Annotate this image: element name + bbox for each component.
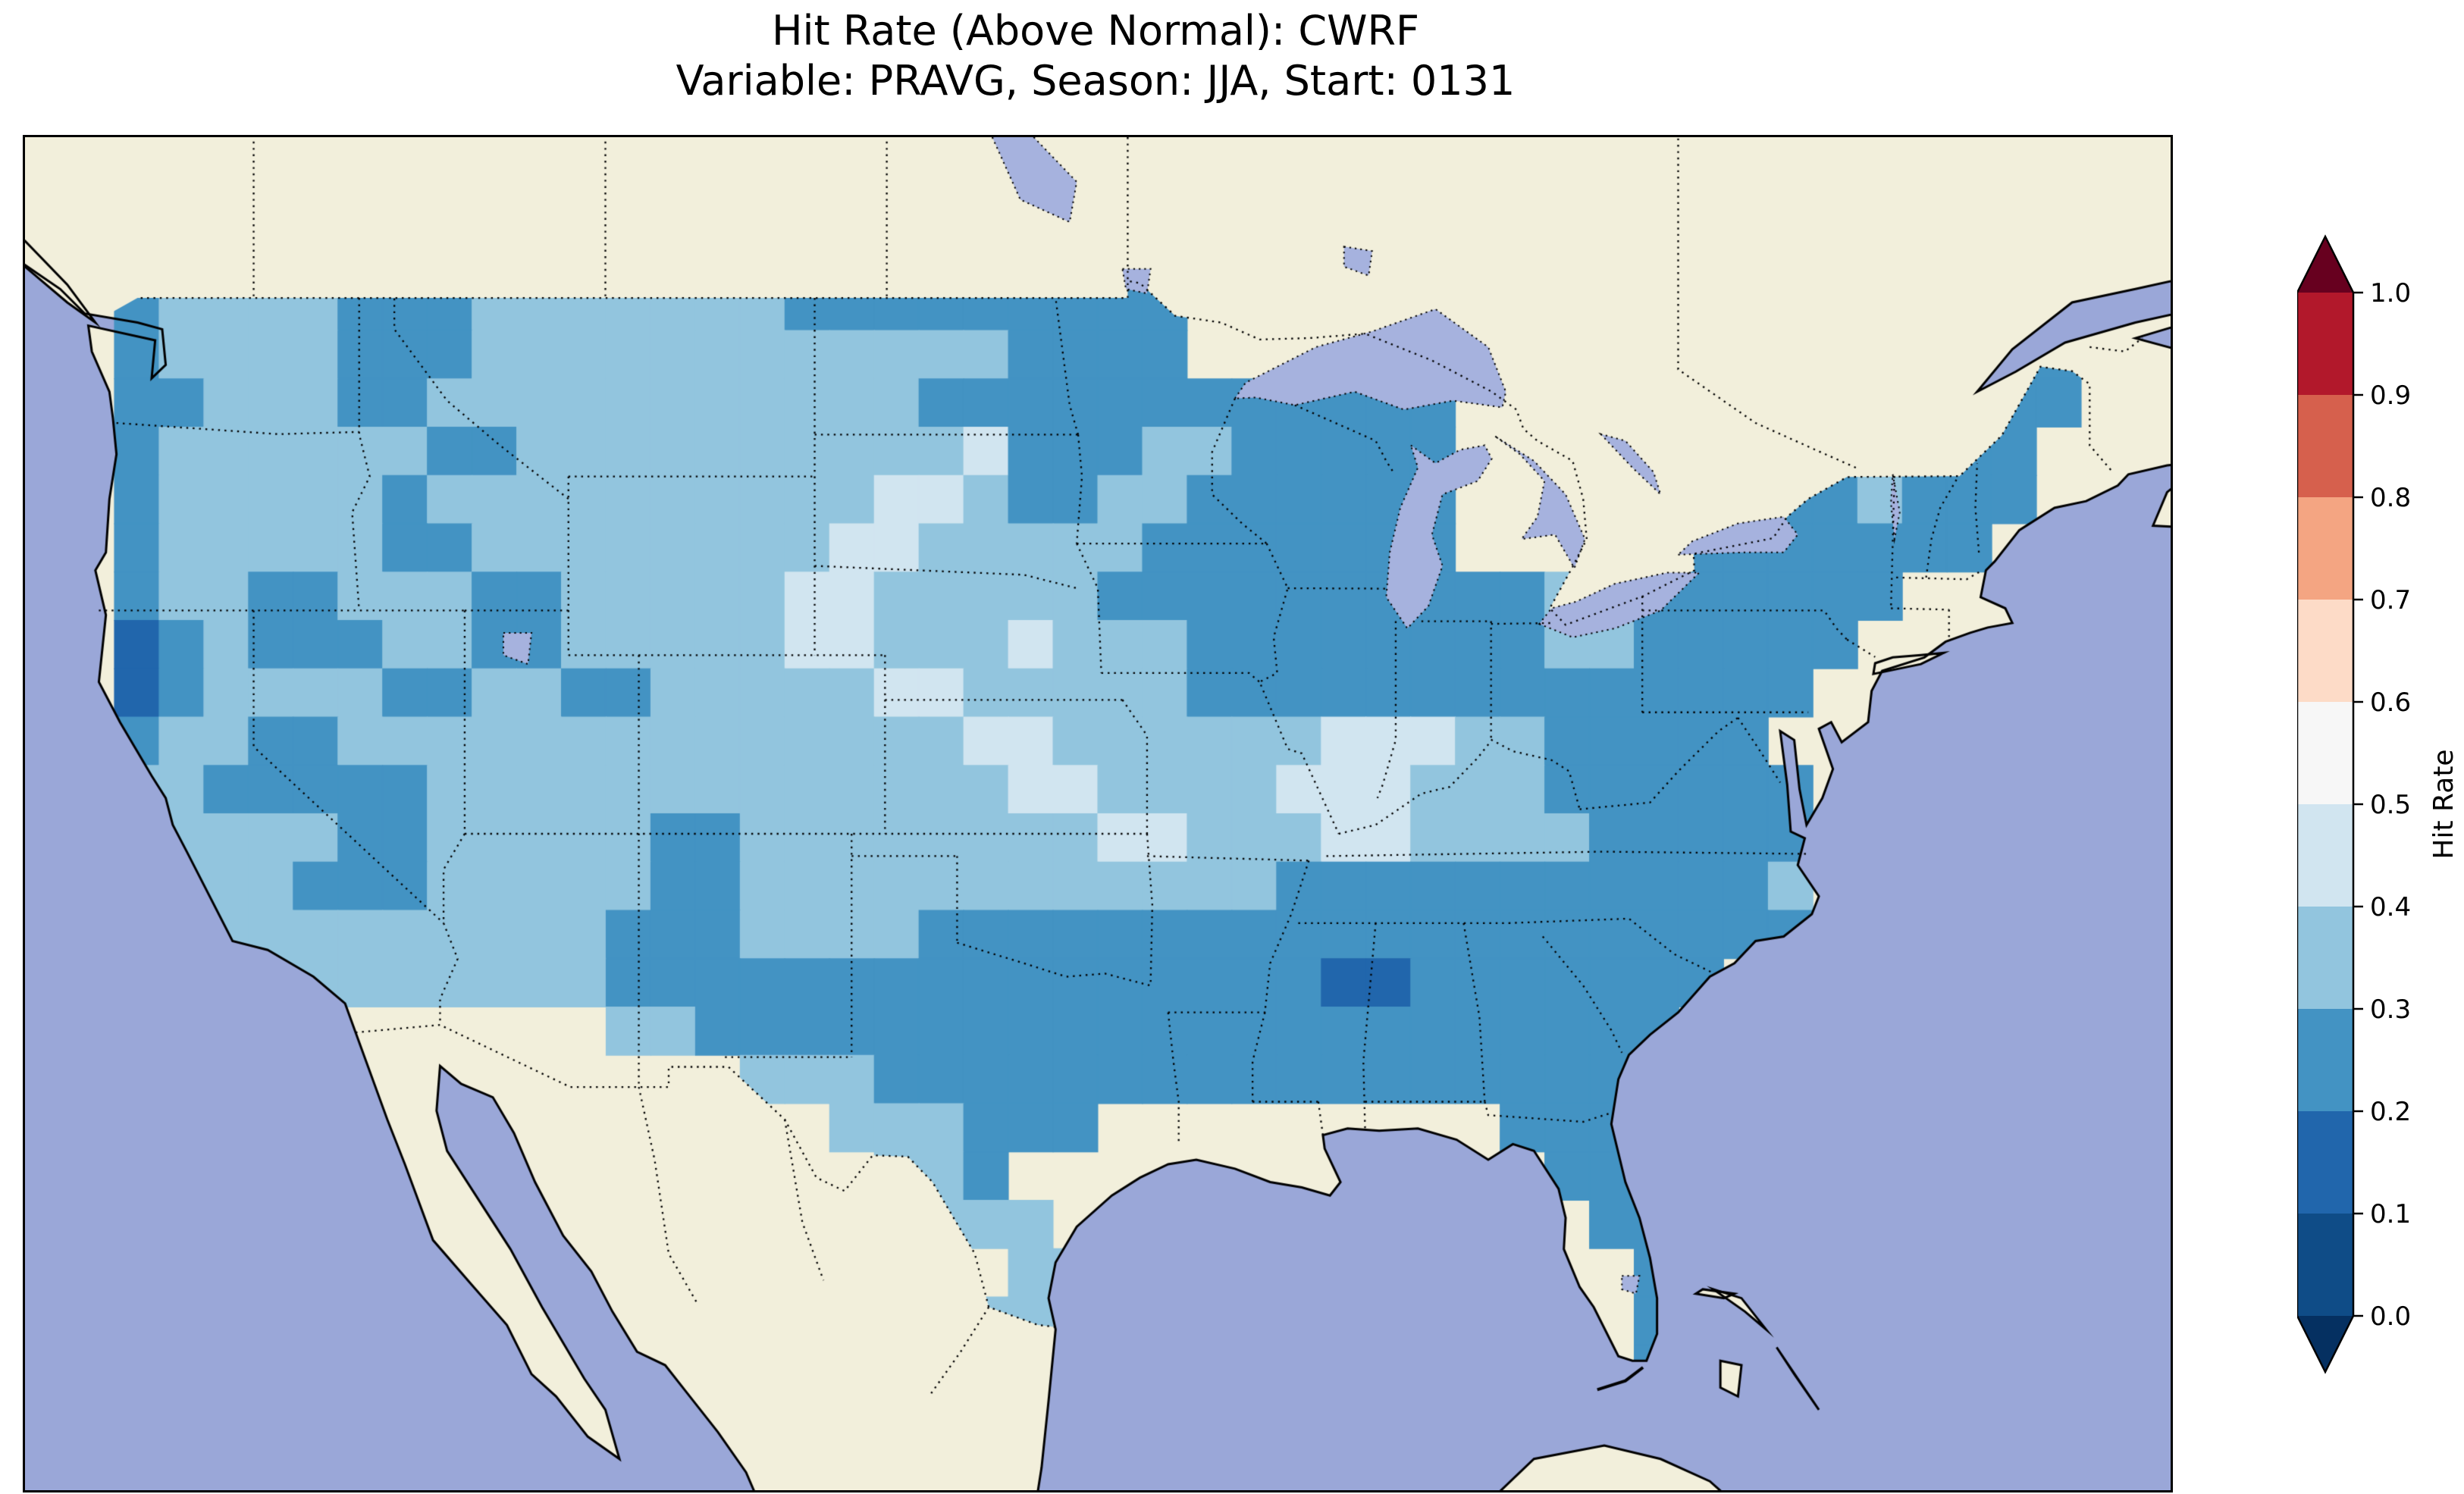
map-axes: [23, 135, 2173, 1492]
colorbar-tick-label: 0.1: [2370, 1199, 2411, 1229]
colorbar-extend-below: [2297, 1316, 2353, 1372]
figure-title-line2: Variable: PRAVG, Season: JJA, Start: 013…: [676, 56, 1516, 105]
colorbar-tick-label: 0.2: [2370, 1097, 2411, 1127]
colorbar-tick-label: 1.0: [2370, 278, 2411, 309]
colorbar-segment: [2297, 293, 2353, 396]
colorbar-tick-label: 0.3: [2370, 994, 2411, 1025]
colorbar-tick-label: 0.0: [2370, 1301, 2411, 1332]
colorbar-tick-label: 0.4: [2370, 892, 2411, 922]
colorbar-segment: [2297, 1214, 2353, 1317]
colorbar-segment: [2297, 1009, 2353, 1112]
us-hit-rate-map-canvas: [25, 137, 2171, 1490]
colorbar-segment: [2297, 907, 2353, 1010]
colorbar-tick-label: 0.5: [2370, 790, 2411, 820]
colorbar-segment: [2297, 702, 2353, 805]
colorbar-segment: [2297, 804, 2353, 907]
colorbar-segment: [2297, 1111, 2353, 1214]
colorbar-segment: [2297, 395, 2353, 498]
colorbar-segment: [2297, 600, 2353, 703]
colorbar-tick-label: 0.8: [2370, 483, 2411, 513]
colorbar-segment: [2297, 497, 2353, 600]
colorbar-tick-label: 0.6: [2370, 687, 2411, 718]
colorbar-axis-label: Hit Rate: [2428, 749, 2459, 859]
colorbar: 1.0 0.9 0.8 0.7 0.6 0.5 0.4 0.3 0.2 0.1 0.0 Hit Rat…: [2296, 227, 2464, 1425]
colorbar-tick-label: 0.9: [2370, 381, 2411, 411]
figure-title-line1: Hit Rate (Above Normal): CWRF: [771, 7, 1420, 55]
colorbar-tick-label: 0.7: [2370, 585, 2411, 615]
colorbar-extend-above: [2297, 236, 2353, 293]
figure-title: Hit Rate (Above Normal): CWRF Variable: …: [23, 6, 2168, 106]
